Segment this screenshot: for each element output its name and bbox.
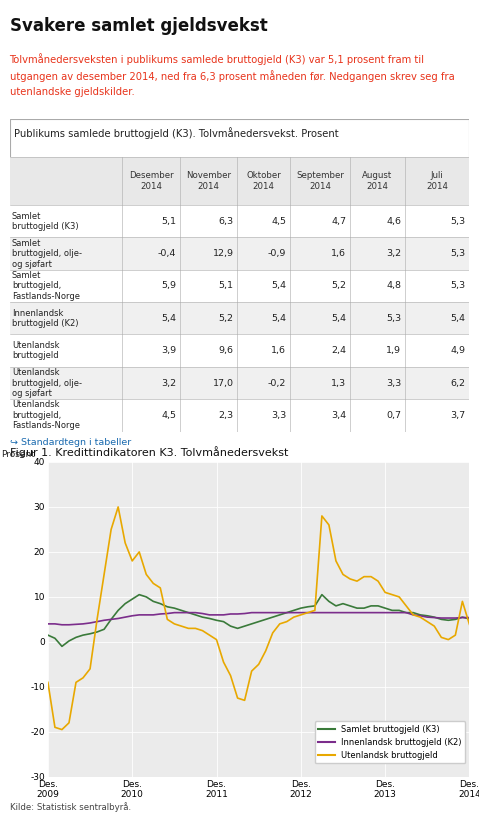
Text: 17,0: 17,0 bbox=[213, 378, 234, 387]
Text: 5,4: 5,4 bbox=[272, 281, 286, 290]
Text: Prosent: Prosent bbox=[1, 450, 35, 459]
Text: 9,6: 9,6 bbox=[218, 346, 234, 355]
Text: Desember
2014: Desember 2014 bbox=[129, 171, 173, 191]
Text: ↪ Standardtegn i tabeller: ↪ Standardtegn i tabeller bbox=[10, 438, 131, 447]
Text: Figur 1. Kredittindikatoren K3. Tolvmånedersvekst: Figur 1. Kredittindikatoren K3. Tolvmåne… bbox=[10, 446, 288, 458]
Text: 6,2: 6,2 bbox=[451, 378, 466, 387]
Text: 4,8: 4,8 bbox=[387, 281, 401, 290]
Text: -0,2: -0,2 bbox=[268, 378, 286, 387]
Text: 3,2: 3,2 bbox=[386, 249, 401, 258]
Text: -0,9: -0,9 bbox=[268, 249, 286, 258]
Text: Utenlandsk
bruttogjeld,
Fastlands-Norge: Utenlandsk bruttogjeld, Fastlands-Norge bbox=[12, 400, 80, 430]
Text: 0,7: 0,7 bbox=[387, 411, 401, 420]
Text: 1,6: 1,6 bbox=[331, 249, 346, 258]
Legend: Samlet bruttogjeld (K3), Innenlandsk bruttogjeld (K2), Utenlandsk bruttogjeld: Samlet bruttogjeld (K3), Innenlandsk bru… bbox=[315, 721, 465, 763]
Text: November
2014: November 2014 bbox=[186, 171, 231, 191]
Text: 5,3: 5,3 bbox=[451, 281, 466, 290]
Text: 5,1: 5,1 bbox=[161, 217, 176, 226]
Bar bbox=[10, 238, 469, 270]
Text: 4,6: 4,6 bbox=[387, 217, 401, 226]
Text: 5,4: 5,4 bbox=[272, 314, 286, 323]
Text: 2,4: 2,4 bbox=[331, 346, 346, 355]
Text: 3,3: 3,3 bbox=[386, 378, 401, 387]
Text: 3,4: 3,4 bbox=[331, 411, 346, 420]
Text: Juli
2014: Juli 2014 bbox=[426, 171, 448, 191]
Text: 5,4: 5,4 bbox=[451, 314, 466, 323]
Text: Samlet
bruttogjeld,
Fastlands-Norge: Samlet bruttogjeld, Fastlands-Norge bbox=[12, 271, 80, 301]
Text: 5,2: 5,2 bbox=[218, 314, 234, 323]
Text: 4,5: 4,5 bbox=[161, 411, 176, 420]
Bar bbox=[10, 270, 469, 302]
Text: Utenlandsk
bruttogjeld: Utenlandsk bruttogjeld bbox=[12, 341, 59, 360]
Text: September
2014: September 2014 bbox=[296, 171, 344, 191]
Text: 4,9: 4,9 bbox=[451, 346, 466, 355]
Bar bbox=[10, 302, 469, 335]
Bar bbox=[10, 399, 469, 432]
Text: Tolvmånedersveksten i publikums samlede bruttogjeld (K3) var 5,1 prosent fram ti: Tolvmånedersveksten i publikums samlede … bbox=[10, 53, 454, 97]
Text: 2,3: 2,3 bbox=[218, 411, 234, 420]
Text: 4,7: 4,7 bbox=[331, 217, 346, 226]
Text: 5,9: 5,9 bbox=[161, 281, 176, 290]
Text: Innenlandsk
bruttogjeld (K2): Innenlandsk bruttogjeld (K2) bbox=[12, 308, 79, 328]
Text: 5,3: 5,3 bbox=[386, 314, 401, 323]
Text: 5,4: 5,4 bbox=[161, 314, 176, 323]
Text: 1,3: 1,3 bbox=[331, 378, 346, 387]
Bar bbox=[10, 157, 469, 206]
Text: Oktober
2014: Oktober 2014 bbox=[246, 171, 281, 191]
Text: 6,3: 6,3 bbox=[218, 217, 234, 226]
Text: 5,4: 5,4 bbox=[331, 314, 346, 323]
Text: 3,2: 3,2 bbox=[161, 378, 176, 387]
Text: August
2014: August 2014 bbox=[362, 171, 393, 191]
Bar bbox=[10, 335, 469, 367]
Text: Samlet
bruttogjeld, olje-
og sjøfart: Samlet bruttogjeld, olje- og sjøfart bbox=[12, 238, 82, 269]
Bar bbox=[10, 367, 469, 399]
Text: 12,9: 12,9 bbox=[213, 249, 234, 258]
Text: 1,6: 1,6 bbox=[272, 346, 286, 355]
Text: Kilde: Statistisk sentralbyrå.: Kilde: Statistisk sentralbyrå. bbox=[10, 802, 131, 812]
Text: Publikums samlede bruttogjeld (K3). Tolvmånedersvekst. Prosent: Publikums samlede bruttogjeld (K3). Tolv… bbox=[14, 127, 339, 139]
FancyBboxPatch shape bbox=[10, 119, 469, 432]
Text: Svakere samlet gjeldsvekst: Svakere samlet gjeldsvekst bbox=[10, 16, 267, 35]
Text: 5,1: 5,1 bbox=[218, 281, 234, 290]
Text: 3,7: 3,7 bbox=[451, 411, 466, 420]
Text: 5,3: 5,3 bbox=[451, 217, 466, 226]
Text: 5,2: 5,2 bbox=[331, 281, 346, 290]
Text: 3,9: 3,9 bbox=[161, 346, 176, 355]
Text: 1,9: 1,9 bbox=[387, 346, 401, 355]
Bar bbox=[10, 206, 469, 238]
Text: Utenlandsk
bruttogjeld, olje-
og sjøfart: Utenlandsk bruttogjeld, olje- og sjøfart bbox=[12, 368, 82, 398]
Text: 4,5: 4,5 bbox=[272, 217, 286, 226]
Text: 5,3: 5,3 bbox=[451, 249, 466, 258]
Text: Samlet
bruttogjeld (K3): Samlet bruttogjeld (K3) bbox=[12, 211, 79, 231]
Text: 3,3: 3,3 bbox=[271, 411, 286, 420]
Text: -0,4: -0,4 bbox=[158, 249, 176, 258]
